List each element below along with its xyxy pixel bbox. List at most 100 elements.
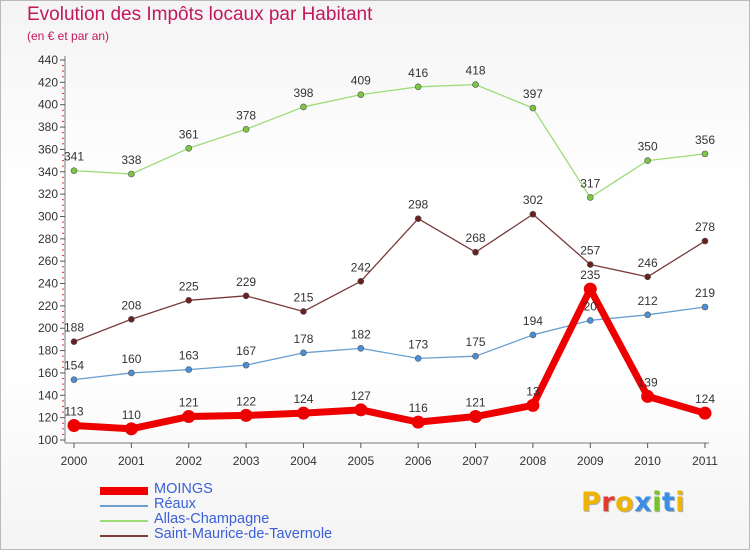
data-point-allas-champagne (472, 81, 479, 88)
x-tick-label: 2001 (118, 454, 145, 468)
proxiti-logo: Proxiti (581, 487, 685, 518)
y-tick-label: 440 (38, 53, 58, 67)
data-point-reaux (701, 303, 709, 311)
data-point-reaux (529, 331, 537, 339)
data-label-saint-maurice-de-tavernole: 242 (351, 260, 371, 274)
data-point-moings (526, 398, 540, 412)
data-label-allas-champagne: 356 (695, 133, 715, 147)
x-tick-label: 2007 (462, 454, 489, 468)
data-label-moings: 113 (64, 404, 83, 418)
data-point-reaux (357, 345, 365, 352)
data-point-allas-champagne (242, 125, 250, 133)
data-point-allas-champagne (185, 144, 193, 152)
data-label-saint-maurice-de-tavernole: 208 (121, 298, 141, 312)
data-point-allas-champagne (70, 167, 78, 174)
data-point-reaux (70, 376, 78, 383)
y-tick-label: 300 (38, 209, 58, 223)
data-label-reaux: 178 (293, 332, 313, 346)
data-label-moings: 235 (580, 268, 600, 282)
data-label-reaux: 154 (64, 359, 84, 373)
data-label-moings: 116 (409, 401, 428, 415)
data-point-reaux (300, 349, 307, 357)
chart-subtitle: (en € et par an) (27, 29, 110, 43)
data-label-allas-champagne: 378 (236, 108, 256, 122)
data-label-saint-maurice-de-tavernole: 246 (638, 256, 658, 270)
legend-label: Saint-Maurice-de-Tavernole (154, 526, 333, 542)
data-point-moings (583, 282, 597, 296)
y-tick-label: 260 (38, 254, 58, 268)
data-label-allas-champagne: 397 (523, 87, 543, 101)
legend-swatch (100, 535, 148, 537)
data-label-saint-maurice-de-tavernole: 302 (523, 193, 543, 207)
data-label-saint-maurice-de-tavernole: 229 (236, 275, 256, 289)
x-tick-label: 2003 (233, 454, 260, 468)
y-tick-label: 340 (38, 165, 58, 179)
data-point-moings (239, 408, 253, 422)
x-tick-label: 2010 (634, 454, 661, 468)
logo-letter: r (601, 487, 616, 518)
data-label-reaux: 212 (638, 294, 658, 308)
data-point-saint-maurice-de-tavernole (70, 338, 78, 345)
logo-letter: P (581, 487, 602, 518)
y-tick-label: 180 (38, 344, 58, 358)
data-point-allas-champagne (414, 83, 422, 91)
legend-label: Réaux (154, 496, 196, 512)
data-label-moings: 121 (466, 396, 486, 410)
data-point-saint-maurice-de-tavernole (472, 248, 479, 256)
data-label-allas-champagne: 317 (580, 176, 600, 190)
data-label-allas-champagne: 350 (638, 140, 658, 154)
series-line-moings (70, 285, 709, 433)
legend-swatch (100, 487, 148, 495)
y-tick-label: 120 (38, 411, 58, 425)
data-point-moings (67, 418, 81, 432)
data-point-reaux (414, 355, 422, 362)
data-label-moings: 110 (122, 408, 141, 422)
data-label-allas-champagne: 418 (466, 64, 486, 78)
data-label-reaux: 194 (523, 314, 543, 328)
data-label-reaux: 20 (584, 299, 598, 313)
x-tick-label: 2002 (175, 454, 202, 468)
data-label-saint-maurice-de-tavernole: 188 (64, 321, 84, 335)
data-label-saint-maurice-de-tavernole: 298 (408, 198, 428, 212)
data-label-moings: 127 (351, 389, 371, 403)
y-tick-label: 160 (38, 366, 58, 380)
data-point-moings (411, 415, 425, 429)
data-label-reaux: 219 (695, 286, 715, 300)
data-label-moings: 13 (526, 384, 540, 398)
x-tick-label: 2000 (61, 454, 88, 468)
logo-letter: t (661, 487, 676, 518)
data-point-allas-champagne (586, 194, 594, 201)
chart-title: Evolution des Impôts locaux par Habitant (27, 4, 373, 25)
data-point-allas-champagne (529, 104, 537, 112)
data-label-reaux: 163 (179, 349, 199, 363)
x-tick-label: 2008 (520, 454, 547, 468)
data-label-moings: 124 (293, 392, 313, 406)
data-point-moings (296, 406, 310, 420)
series-line-allas-champagne (73, 83, 706, 199)
data-point-saint-maurice-de-tavernole (644, 273, 651, 281)
data-point-reaux (242, 361, 250, 369)
data-point-moings (124, 422, 138, 436)
data-point-moings (354, 403, 368, 417)
data-point-allas-champagne (701, 150, 709, 158)
data-point-reaux (586, 317, 594, 324)
data-point-allas-champagne (644, 157, 651, 164)
data-label-reaux: 160 (121, 352, 141, 366)
legend-swatch (100, 505, 148, 507)
y-tick-label: 100 (38, 433, 58, 447)
x-tick-label: 2006 (405, 454, 432, 468)
data-label-moings: 122 (236, 394, 256, 408)
y-tick-label: 380 (38, 120, 58, 134)
data-label-saint-maurice-de-tavernole: 268 (466, 231, 486, 245)
data-point-saint-maurice-de-tavernole (357, 277, 365, 285)
y-tick-label: 360 (38, 142, 58, 156)
data-label-moings: 121 (179, 396, 199, 410)
data-label-moings: 139 (638, 375, 658, 389)
data-label-reaux: 175 (466, 335, 486, 349)
data-point-allas-champagne (357, 91, 365, 98)
data-point-saint-maurice-de-tavernole (128, 315, 135, 323)
data-label-saint-maurice-de-tavernole: 225 (179, 279, 199, 293)
y-tick-label: 280 (38, 232, 58, 246)
data-label-allas-champagne: 409 (351, 74, 371, 88)
